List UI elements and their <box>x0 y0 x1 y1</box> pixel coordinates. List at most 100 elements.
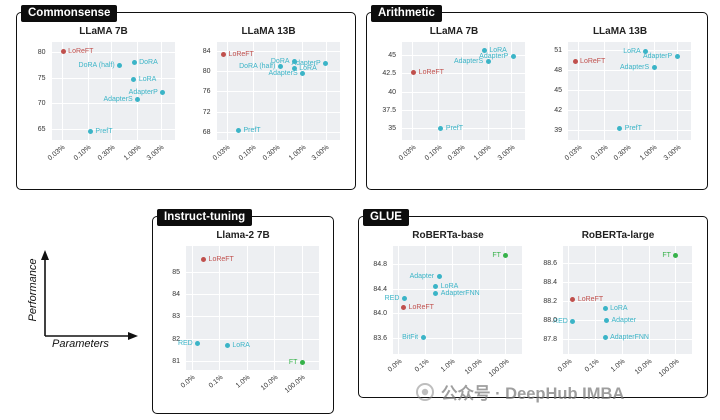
gridline <box>487 42 489 140</box>
y-tick-label: 39 <box>554 126 562 134</box>
scatter-point <box>401 305 407 311</box>
point-label: Adapter <box>409 273 435 281</box>
gridline <box>186 272 319 274</box>
point-label: PrefT <box>95 128 113 136</box>
y-tick-label: 80 <box>202 67 211 75</box>
gridline <box>627 42 629 140</box>
gridline <box>425 246 427 354</box>
y-tick-label: 82 <box>172 335 180 343</box>
point-label: LoReFT <box>577 296 604 304</box>
gridline <box>402 54 525 56</box>
performance-axis-label: Performance <box>27 258 39 322</box>
point-label: DoRA <box>139 58 158 66</box>
gridline <box>568 49 691 51</box>
gridline <box>252 42 254 140</box>
gridline <box>568 246 570 354</box>
charts-row: LLaMA 7B LoRA AdapterP AdapterS LoReFT PrefT… <box>367 13 707 170</box>
scatter-point <box>195 340 201 346</box>
point-label: AdapterP <box>642 53 673 61</box>
scatter-point <box>438 125 444 131</box>
panel-title-glue: GLUE <box>363 209 409 226</box>
scatter-point <box>292 59 298 65</box>
y-tick-label: 76 <box>202 88 211 96</box>
y-tick-label: 83 <box>172 313 180 321</box>
y-tick-label: 88.2 <box>543 297 557 305</box>
point-label: LoReFT <box>408 304 434 312</box>
gridline <box>398 246 400 354</box>
x-tick-label: 0.03% <box>212 144 232 163</box>
y-tick-label: 35 <box>388 125 396 133</box>
y-tick-label: 84 <box>202 47 211 55</box>
scatter-point <box>420 334 426 340</box>
y-tick-label: 42.5 <box>382 70 396 78</box>
charts-row: RoBERTa-base FT Adapter LoRA AdapterFNN RED L… <box>359 217 707 384</box>
chart-commonsense-llama-7b: LLaMA 7B LoReFT DoRA DoRA (half) LoRA Adapte… <box>24 25 184 170</box>
scatter-point <box>60 48 66 54</box>
scatter-point <box>485 59 491 65</box>
gridline <box>461 42 463 140</box>
gridline <box>51 77 175 79</box>
chart-instruct-llama2-7b: Llama-2 7B LoReFT RED LoRA FT 0.0% 0.1% 1.0% 10… <box>158 229 328 400</box>
gridline <box>301 246 303 370</box>
scatter-point <box>224 343 230 349</box>
point-label: Adapter <box>611 317 637 325</box>
point-label: AdapterS <box>619 63 650 71</box>
x-tick-label: 0.03% <box>563 144 584 163</box>
y-tick-label: 88.4 <box>543 278 557 286</box>
gridline <box>51 103 175 105</box>
point-label: AdapterFNN <box>440 290 480 298</box>
chart-arithmetic-llama-7b: LLaMA 7B LoRA AdapterP AdapterS LoReFT PrefT… <box>374 25 534 170</box>
scatter-point <box>510 53 516 59</box>
scatter-point <box>651 64 657 70</box>
gridline <box>595 246 597 354</box>
plot-area: FT LoReFT LoRA Adapter RED AdapterFNN <box>553 246 692 354</box>
scatter-point <box>117 63 123 69</box>
axes-arrows-icon <box>41 250 138 340</box>
y-tick-label: 68 <box>202 128 211 136</box>
gridline <box>568 109 691 111</box>
panel-instruct-tuning: Instruct-tuning Llama-2 7B LoReFT RED LoRA… <box>152 209 334 414</box>
point-label: DoRA (half) <box>239 63 276 71</box>
y-tick-label: 84.4 <box>373 285 387 293</box>
point-label: LoRA <box>232 342 250 350</box>
gridline <box>186 338 319 340</box>
gridline <box>393 338 522 340</box>
gridline <box>563 262 692 264</box>
scatter-point <box>643 48 649 54</box>
point-label: PrefT <box>243 126 261 134</box>
gridline <box>402 73 525 75</box>
watermark: 公众号 · DeepHub IMBA <box>415 380 624 404</box>
gridline <box>563 300 692 302</box>
gridline <box>505 246 507 354</box>
chart-title: Llama-2 7B <box>216 230 270 241</box>
point-label: LoRA <box>299 64 317 72</box>
gridline <box>274 246 276 370</box>
scatter-point <box>674 54 680 60</box>
axes-legend: Performance Parameters <box>27 248 148 358</box>
point-label: LoReFT <box>418 69 444 77</box>
gridline <box>111 42 113 140</box>
chart-arithmetic-llama-13b: LLaMA 13B LoRA AdapterP LoReFT AdapterS Pref… <box>540 25 700 170</box>
gridline <box>302 42 304 140</box>
gridline <box>568 129 691 131</box>
y-tick-label: 45 <box>554 86 562 94</box>
y-tick-label: 45 <box>388 51 396 59</box>
gridline <box>216 131 340 133</box>
point-label: LoReFT <box>208 255 234 263</box>
chart-title: LLaMA 7B <box>429 26 479 37</box>
scatter-plot: LoReFT DoRA DoRA (half) LoRA AdapterP Adapter… <box>24 38 184 170</box>
gridline <box>186 294 319 296</box>
y-tick-label: 42 <box>554 106 562 114</box>
gridline <box>216 111 340 113</box>
scatter-point <box>481 48 487 54</box>
scatter-point <box>570 297 576 303</box>
scatter-point <box>602 335 608 341</box>
scatter-point <box>401 295 407 301</box>
y-tick-label: 72 <box>202 108 211 116</box>
scatter-point <box>160 89 166 95</box>
chart-title: LLaMA 7B <box>79 26 128 37</box>
scatter-plot: FT Adapter LoRA AdapterFNN RED LoReFT BitFit 0.… <box>365 242 531 384</box>
x-tick-label: 0.30% <box>447 144 467 163</box>
point-label: AdapterP <box>479 52 509 60</box>
panel-glue: GLUE RoBERTa-base FT Adapter LoRA AdapterFN… <box>358 209 708 398</box>
